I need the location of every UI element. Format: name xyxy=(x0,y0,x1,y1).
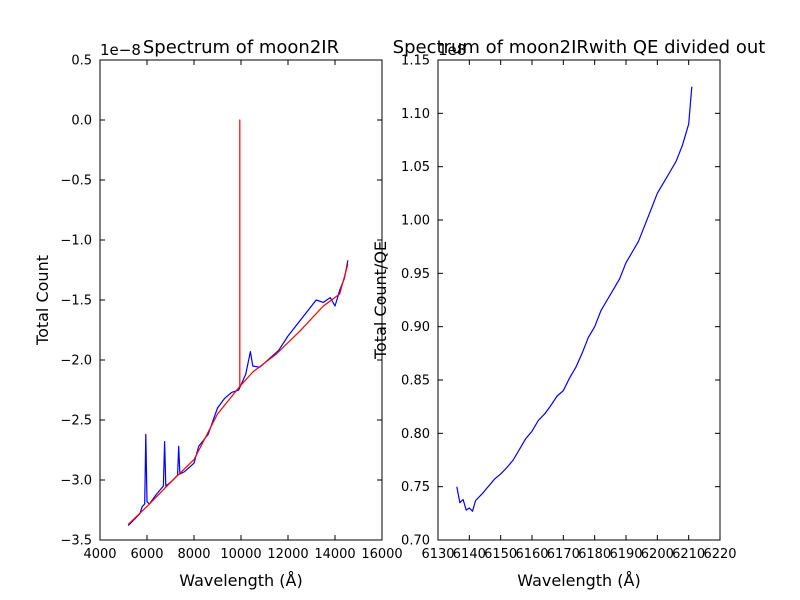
y-tick-label: 0.95 xyxy=(401,267,430,282)
x-axis-label: Wavelength (Å) xyxy=(179,571,302,590)
axis-offset-text: 1e8 xyxy=(438,41,466,59)
y-tick-label: −3.0 xyxy=(60,474,92,489)
y-tick-label: −1.0 xyxy=(60,234,92,249)
x-tick-label: 10000 xyxy=(220,547,261,562)
y-axis-label: Total Count/QE xyxy=(371,241,390,360)
y-tick-label: 1.15 xyxy=(401,54,430,69)
y-tick-label: 0.0 xyxy=(71,114,92,129)
right-subplot: 6130614061506160617061806190620062106220… xyxy=(371,37,765,590)
axes-frame xyxy=(437,59,721,541)
x-tick-label: 6170 xyxy=(547,547,580,562)
x-tick-label: 14000 xyxy=(314,547,355,562)
axis-offset-text: 1e−8 xyxy=(100,41,141,59)
y-tick-label: 0.70 xyxy=(401,534,430,549)
x-tick-label: 4000 xyxy=(83,547,116,562)
y-tick-label: −1.5 xyxy=(60,294,92,309)
x-tick-label: 6220 xyxy=(703,547,736,562)
chart-title: Spectrum of moon2IR xyxy=(143,37,339,58)
x-tick-label: 6180 xyxy=(578,547,611,562)
x-tick-label: 12000 xyxy=(267,547,308,562)
x-tick-label: 6200 xyxy=(641,547,674,562)
y-tick-label: 0.75 xyxy=(401,480,430,495)
x-tick-label: 6150 xyxy=(484,547,517,562)
series-line-2 xyxy=(127,119,349,525)
series-line-1 xyxy=(127,260,349,527)
y-tick-label: 0.5 xyxy=(71,54,92,69)
x-tick-label: 6160 xyxy=(515,547,548,562)
y-tick-label: 0.80 xyxy=(401,427,430,442)
chart-title: Spectrum of moon2IRwith QE divided out xyxy=(393,37,766,58)
y-tick-label: −3.5 xyxy=(60,534,92,549)
y-tick-label: 1.05 xyxy=(401,160,430,175)
series-line-1 xyxy=(456,86,693,512)
y-tick-label: 1.00 xyxy=(401,214,430,229)
left-subplot: 4000 6000 8000 10000 12000 14000 16000 −3.5 −3.0… xyxy=(33,37,403,590)
x-tick-label: 8000 xyxy=(177,547,210,562)
x-tick-label: 6130 xyxy=(421,547,454,562)
y-axis-label: Total Count xyxy=(33,255,52,346)
y-tick-label: 0.85 xyxy=(401,374,430,389)
x-tick-label: 6190 xyxy=(609,547,642,562)
y-tick-label: −0.5 xyxy=(60,174,92,189)
x-tick-label: 16000 xyxy=(361,547,402,562)
x-tick-label: 6140 xyxy=(453,547,486,562)
y-tick-label: −2.0 xyxy=(60,354,92,369)
y-tick-label: 1.10 xyxy=(401,107,430,122)
y-tick-label: −2.5 xyxy=(60,414,92,429)
x-tick-label: 6210 xyxy=(672,547,705,562)
x-tick-label: 6000 xyxy=(130,547,163,562)
y-tick-label: 0.90 xyxy=(401,320,430,335)
x-axis-label: Wavelength (Å) xyxy=(517,571,640,590)
